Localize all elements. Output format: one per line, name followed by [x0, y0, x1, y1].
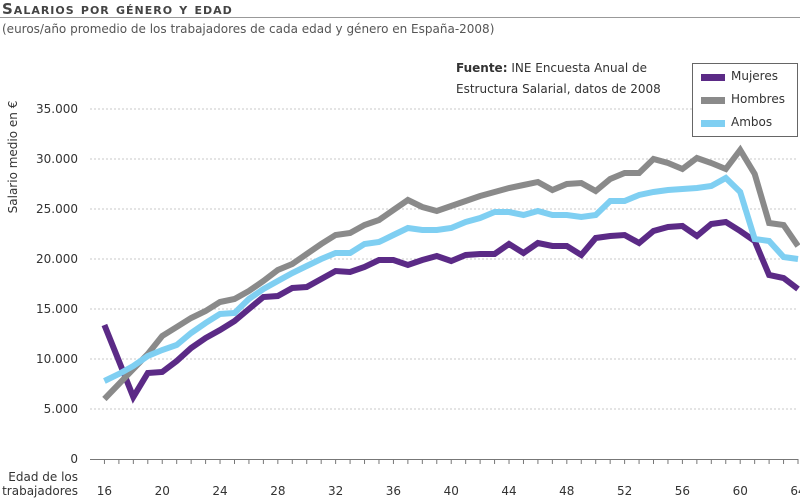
x-tick-label: 20 [155, 484, 170, 498]
x-tick-label: 32 [328, 484, 343, 498]
chart-subtitle: (euros/año promedio de los trabajadores … [2, 22, 495, 36]
x-tick-label: 16 [97, 484, 112, 498]
x-tick-label: 56 [675, 484, 690, 498]
x-tick-label: 24 [212, 484, 227, 498]
source-text: INE Encuesta Anual de [511, 61, 648, 75]
y-axis-label: Salario medio en € [6, 100, 20, 214]
x-tick-label: 64 [790, 484, 800, 498]
y-tick-label: 15.000 [36, 302, 78, 316]
x-tick-label: 52 [617, 484, 632, 498]
y-tick-label: 30.000 [36, 152, 78, 166]
legend-label: Ambos [731, 115, 773, 129]
x-tick-label: 36 [386, 484, 401, 498]
x-axis-label: Edad de los trabajadores [2, 470, 78, 498]
legend-swatch [701, 120, 725, 127]
source-text-2: Estructura Salarial, datos de 2008 [456, 82, 661, 96]
x-tick-label: 44 [501, 484, 516, 498]
y-tick-label: 0 [70, 452, 78, 466]
legend-swatch [701, 74, 725, 81]
source-label: Fuente: [456, 61, 508, 75]
series-line-mujeres [101, 218, 800, 404]
x-tick-label: 60 [733, 484, 748, 498]
x-tick-label: 40 [444, 484, 459, 498]
legend: Mujeres Hombres Ambos [692, 63, 798, 137]
y-tick-label: 5.000 [44, 402, 78, 416]
y-tick-label: 35.000 [36, 102, 78, 116]
series-line-hombres [102, 144, 800, 402]
x-tick-label: 48 [559, 484, 574, 498]
y-tick-label: 10.000 [36, 352, 78, 366]
x-tick-label: 28 [270, 484, 285, 498]
source-note: Fuente: INE Encuesta Anual de Estructura… [456, 58, 686, 100]
y-tick-label: 25.000 [36, 202, 78, 216]
series-line-ambos [103, 174, 799, 384]
y-tick-label: 20.000 [36, 252, 78, 266]
legend-swatch [701, 97, 725, 104]
title-divider [0, 17, 800, 18]
legend-label: Mujeres [731, 69, 778, 83]
chart-title: Salarios por género y edad [2, 0, 233, 18]
legend-label: Hombres [731, 92, 785, 106]
